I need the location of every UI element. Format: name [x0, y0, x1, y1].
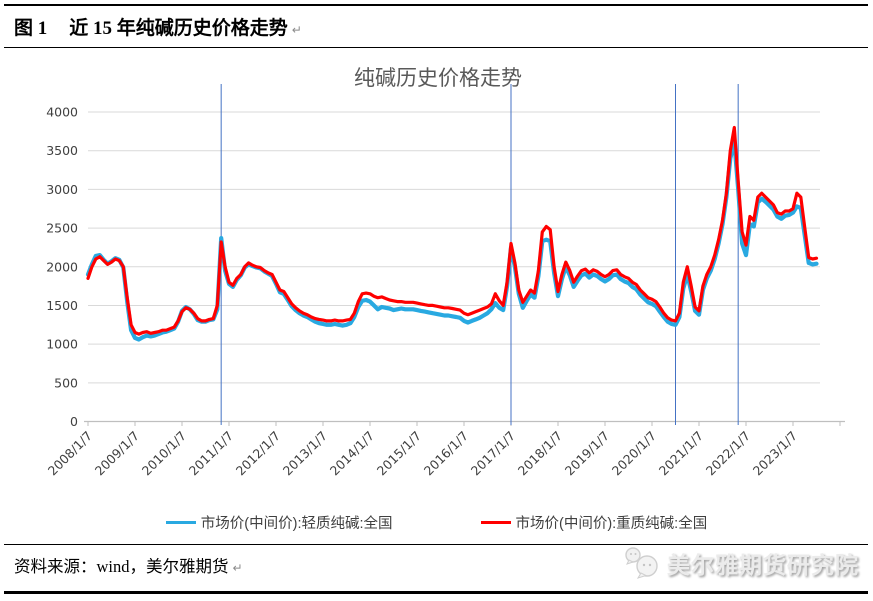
- svg-text:2008/1/7: 2008/1/7: [45, 428, 95, 478]
- svg-text:2011/1/7: 2011/1/7: [186, 428, 236, 478]
- legend-label-light-soda: 市场价(中间价):轻质纯碱:全国: [200, 516, 393, 532]
- legend-line-blue-icon: [165, 521, 196, 524]
- svg-text:2009/1/7: 2009/1/7: [92, 428, 142, 478]
- svg-text:2014/1/7: 2014/1/7: [327, 428, 377, 478]
- svg-text:2021/1/7: 2021/1/7: [656, 428, 706, 478]
- svg-text:1500: 1500: [46, 298, 78, 313]
- svg-text:2019/1/7: 2019/1/7: [562, 428, 612, 478]
- chart-legend: 市场价(中间价):轻质纯碱:全国 市场价(中间价):重质纯碱:全国: [0, 512, 873, 533]
- paragraph-mark-icon: ↵: [291, 23, 302, 37]
- paragraph-mark-icon: ↵: [232, 561, 243, 575]
- svg-text:2016/1/7: 2016/1/7: [421, 428, 471, 478]
- source-text: 资料来源：wind，美尔雅期货: [14, 557, 229, 576]
- figure-header: 图 1 近 15 年纯碱历史价格走势 ↵: [14, 13, 302, 40]
- svg-text:2022/1/7: 2022/1/7: [703, 428, 753, 478]
- svg-text:2012/1/7: 2012/1/7: [233, 428, 283, 478]
- svg-text:3500: 3500: [46, 143, 78, 158]
- svg-text:500: 500: [54, 375, 78, 390]
- chart-title: 纯碱历史价格走势: [354, 67, 522, 90]
- figure-label: 图 1: [14, 18, 48, 39]
- svg-text:2018/1/7: 2018/1/7: [515, 428, 565, 478]
- legend-line-red-icon: [480, 521, 511, 524]
- top-border-rule: [4, 4, 868, 6]
- svg-text:2017/1/7: 2017/1/7: [468, 428, 518, 478]
- svg-text:3000: 3000: [46, 182, 78, 197]
- svg-text:2013/1/7: 2013/1/7: [280, 428, 330, 478]
- svg-text:1000: 1000: [46, 337, 78, 352]
- svg-text:2023/1/7: 2023/1/7: [750, 428, 800, 478]
- header-divider-rule: [4, 47, 868, 48]
- svg-text:2010/1/7: 2010/1/7: [139, 428, 189, 478]
- legend-item-heavy-soda: 市场价(中间价):重质纯碱:全国: [480, 512, 708, 533]
- bottom-border-rule: [4, 591, 868, 594]
- wechat-bubbles-icon: [625, 547, 658, 579]
- svg-text:2020/1/7: 2020/1/7: [609, 428, 659, 478]
- watermark-text: 美尔雅期货研究院: [667, 552, 859, 578]
- svg-text:0: 0: [70, 414, 78, 429]
- legend-item-light-soda: 市场价(中间价):轻质纯碱:全国: [165, 512, 393, 533]
- svg-text:4000: 4000: [46, 105, 78, 120]
- price-line-chart: 0 500 1000 1500 2000 2500 3000 3500 4000 2008/1/7…: [45, 84, 845, 478]
- figure-title: 近 15 年纯碱历史价格走势: [69, 18, 288, 39]
- source-note: 资料来源：wind，美尔雅期货 ↵: [14, 553, 243, 577]
- footer-divider-rule: [4, 544, 868, 545]
- watermark: 美尔雅期货研究院: [623, 546, 859, 580]
- svg-text:2015/1/7: 2015/1/7: [374, 428, 424, 478]
- svg-text:2000: 2000: [46, 259, 78, 274]
- legend-label-heavy-soda: 市场价(中间价):重质纯碱:全国: [515, 516, 708, 532]
- svg-text:2500: 2500: [46, 221, 78, 236]
